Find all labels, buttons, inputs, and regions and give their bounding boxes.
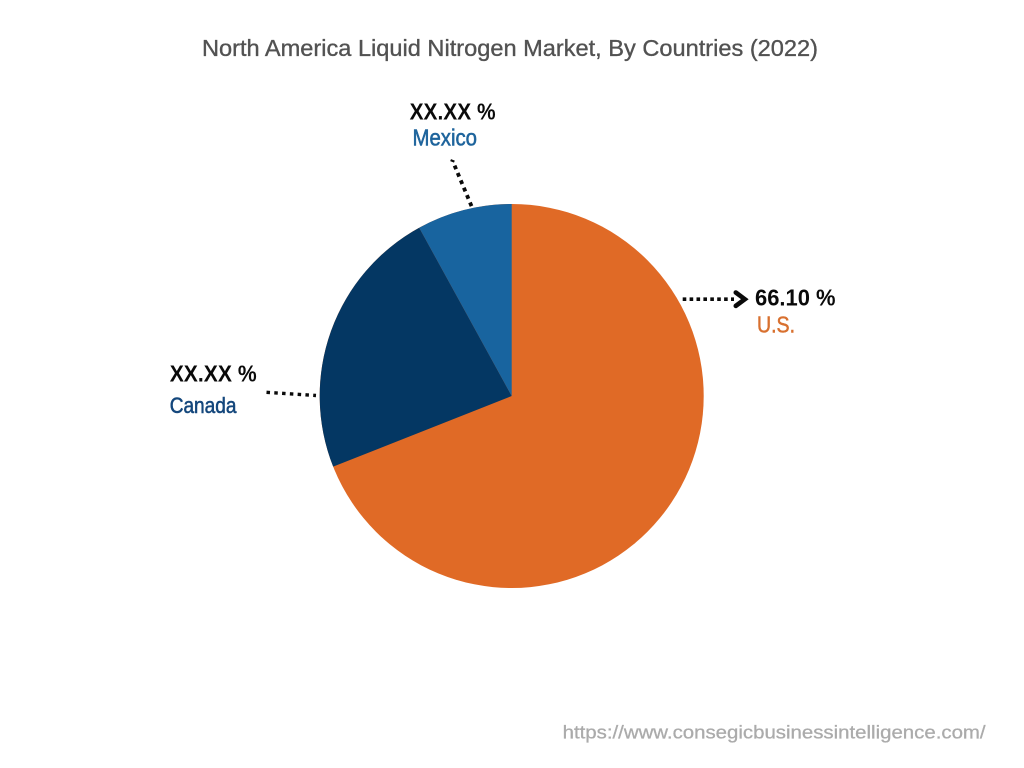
svg-text:U.S.: U.S. — [757, 312, 795, 338]
svg-text:North America Liquid Nitrogen: North America Liquid Nitrogen Market, By… — [202, 35, 818, 61]
svg-text:66.10 %: 66.10 % — [755, 284, 836, 310]
svg-text:XX.XX %: XX.XX % — [170, 360, 257, 386]
svg-text:Mexico: Mexico — [413, 125, 478, 151]
svg-text:Canada: Canada — [170, 393, 237, 418]
svg-text:https://www.consegicbusinessin: https://www.consegicbusinessintelligence… — [563, 721, 987, 742]
svg-text:XX.XX %: XX.XX % — [410, 98, 496, 124]
